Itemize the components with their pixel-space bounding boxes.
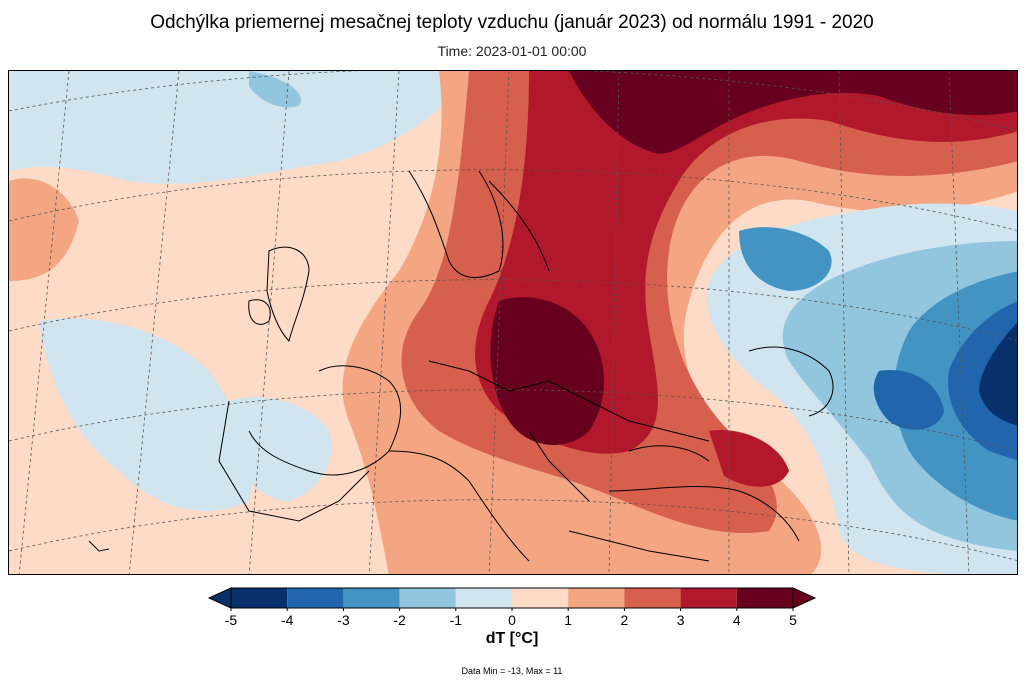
colorbar-segment xyxy=(399,588,456,608)
colorbar-tick-label: -2 xyxy=(393,612,406,628)
colorbar-tick-label: 0 xyxy=(508,612,516,628)
data-range-note: Data Min = -13, Max = 11 xyxy=(461,666,563,676)
temperature-anomaly-map xyxy=(8,70,1018,575)
anomaly-zone-atlantic-north xyxy=(9,71,479,184)
colorbar-tick-label: 4 xyxy=(732,612,741,628)
colorbar-segment xyxy=(568,588,625,608)
colorbar-tick-label: 1 xyxy=(564,612,573,628)
colorbar-segment xyxy=(680,588,737,608)
colorbar-segment xyxy=(624,588,681,608)
anomaly-zone-iberia xyxy=(229,397,332,501)
anomaly-zone-volga-blue xyxy=(739,227,832,291)
graticule xyxy=(9,71,1017,574)
anomaly-zone-europe-red xyxy=(475,71,1017,454)
anomaly-zone-central-darkred xyxy=(490,297,604,445)
colorbar-over-arrow xyxy=(792,587,817,609)
colorbar xyxy=(207,587,817,611)
colorbar-segment xyxy=(231,588,288,608)
anomaly-zone-west-orange xyxy=(9,178,79,281)
colorbar-tick-label: 2 xyxy=(620,612,629,628)
colorbar-segment xyxy=(455,588,512,608)
colorbar-label: dT [°C] xyxy=(485,630,539,647)
colorbar-segment xyxy=(287,588,344,608)
anomaly-zone-kazakh-blue xyxy=(873,370,944,430)
chart-title: Odchýlka priemernej mesačnej teploty vzd… xyxy=(150,12,874,33)
colorbar-segment xyxy=(736,588,793,608)
anomaly-zone-iceland xyxy=(249,71,301,108)
colorbar-tick-label: -4 xyxy=(280,612,294,628)
colorbar-tick-label: -5 xyxy=(224,612,238,628)
colorbar-tick-label: 3 xyxy=(676,612,685,628)
colorbar-segment xyxy=(343,588,400,608)
colorbar-segment xyxy=(512,588,569,608)
colorbar-under-arrow xyxy=(207,587,232,609)
anomaly-zone-north-darkred xyxy=(569,71,1017,154)
colorbar-tick-label: -3 xyxy=(337,612,350,628)
coastlines xyxy=(88,170,834,562)
anomaly-zone-east-blue4 xyxy=(979,323,1017,426)
time-label: Time: 2023-01-01 00:00 xyxy=(437,43,587,59)
map-canvas xyxy=(9,71,1017,574)
colorbar-tick-label: 5 xyxy=(789,612,797,628)
colorbar-tick-label: -1 xyxy=(449,612,463,628)
